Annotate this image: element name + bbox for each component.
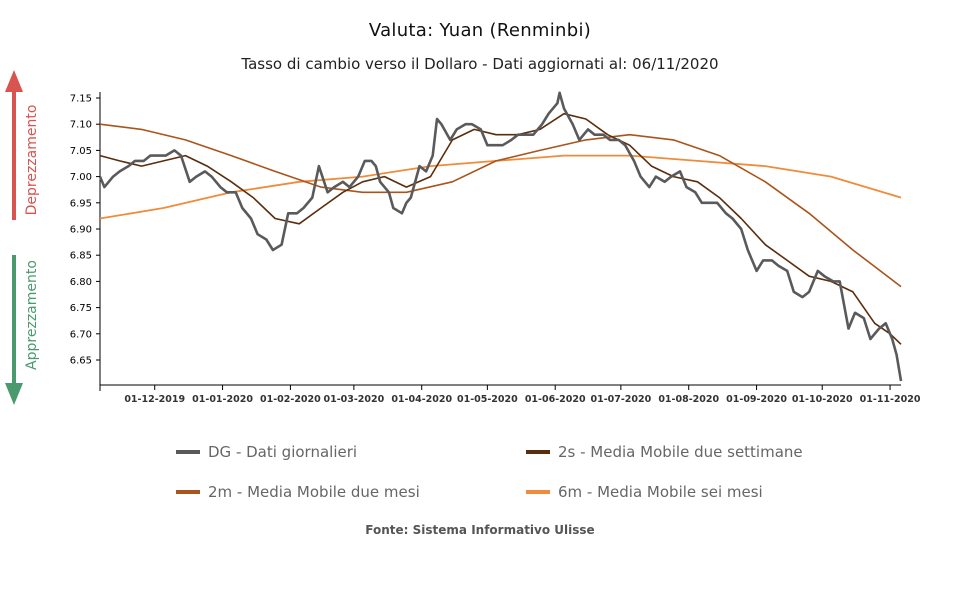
appreciation-arrow: Apprezzamento [5,255,40,405]
y-tick-label: 7.10 [70,120,92,131]
legend-label-2m: 2m - Media Mobile due mesi [208,483,420,501]
series-line-2s [99,112,902,345]
series-lines [98,91,903,382]
x-tick-label: 01-07-2020 [590,394,651,405]
appreciation-label: Apprezzamento [24,260,40,370]
series-line-2m [99,123,902,288]
source-note: Fonte: Sistema Informativo Ulisse [365,523,595,537]
legend-swatch-dg [176,450,200,454]
chart-title: Valuta: Yuan (Renminbi) [368,20,592,41]
x-tick-label: 01-05-2020 [457,394,518,405]
legend-item-2m: 2m - Media Mobile due mesi [176,483,420,501]
legend-label-6m: 6m - Media Mobile sei mesi [558,483,763,501]
x-tick-label: 01-11-2020 [860,394,921,405]
legend-item-6m: 6m - Media Mobile sei mesi [526,483,763,501]
y-tick-label: 6.70 [70,329,92,340]
y-tick-label: 7.00 [70,172,92,183]
x-tick-label: 01-08-2020 [658,394,719,405]
legend-label-2s: 2s - Media Mobile due settimane [558,443,803,461]
chart-subtitle: Tasso di cambio verso il Dollaro - Dati … [241,55,719,73]
x-tick-label: 01-01-2020 [192,394,253,405]
y-tick-label: 7.05 [70,146,92,157]
y-tick-label: 6.80 [70,277,92,288]
legend-item-dg: DG - Dati giornalieri [176,443,357,461]
legend-item-2s: 2s - Media Mobile due settimane [526,443,803,461]
y-tick-label: 6.95 [70,198,92,209]
x-tick-label: 01-02-2020 [260,394,321,405]
x-tick-label: 01-09-2020 [726,394,787,405]
x-tick-label: 01-04-2020 [391,394,452,405]
legend-swatch-2m [176,490,200,494]
x-tick-label: 01-06-2020 [525,394,586,405]
x-tick-label: 01-10-2020 [792,394,853,405]
x-tick-label: 01-03-2020 [323,394,384,405]
y-tick-label: 6.65 [70,356,92,367]
depreciation-label: Deprezzamento [24,105,40,216]
legend-label-dg: DG - Dati giornalieri [208,443,358,461]
legend-swatch-2s [526,450,550,454]
y-ticks: 7.15 7.10 7.05 7.00 6.95 6.90 6.85 6.80 6.75 6.70… [70,94,100,367]
x-tick-label: 01-12-2019 [124,394,185,405]
depreciation-arrow: Deprezzamento [5,70,40,220]
y-tick-label: 6.75 [70,303,92,314]
y-tick-label: 7.15 [70,94,92,105]
x-ticks: 01-12-2019 01-01-2020 01-02-2020 01-03-2020… [124,385,921,405]
y-tick-label: 6.90 [70,225,92,236]
y-tick-label: 6.85 [70,251,92,262]
legend-swatch-6m [526,490,550,494]
series-line-dg [98,91,903,382]
